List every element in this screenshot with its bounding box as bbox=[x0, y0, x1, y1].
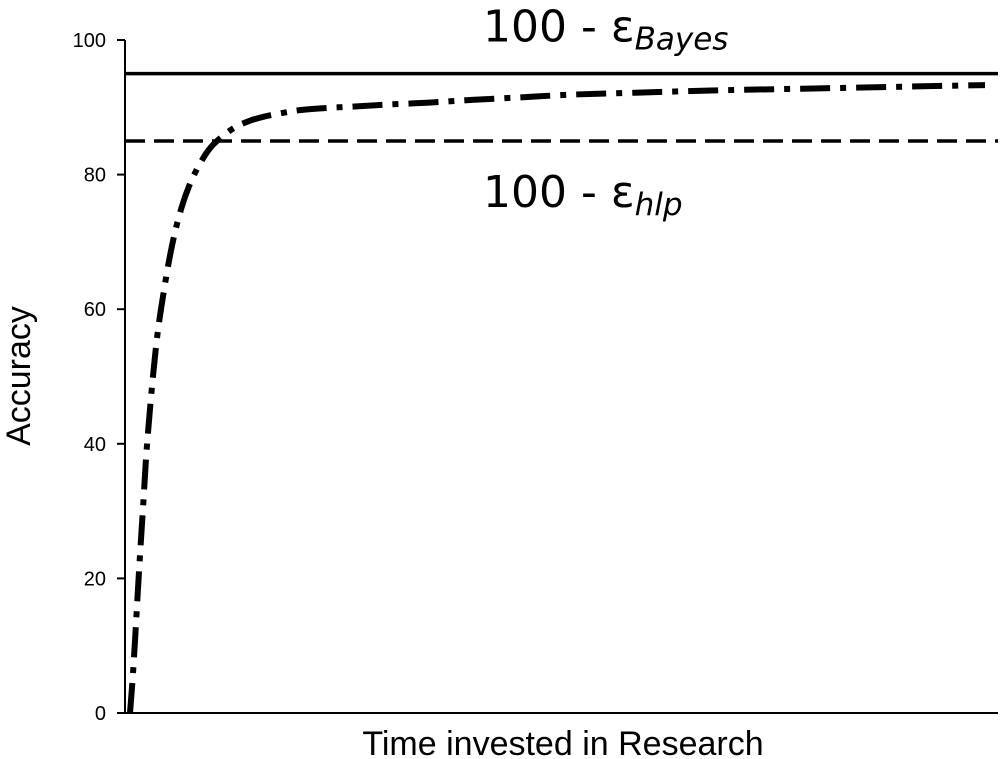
y-tick-label: 0 bbox=[95, 703, 106, 725]
reference-label-bayes: 100 - εBayes bbox=[483, 2, 728, 58]
reference-label-text: 100 - ε bbox=[483, 2, 635, 53]
accuracy-curve bbox=[127, 82, 986, 714]
reference-label-text: 100 - ε bbox=[483, 167, 635, 218]
y-ticks: 0 20 40 60 80 100 bbox=[73, 30, 125, 725]
series bbox=[127, 82, 986, 714]
y-axis-title: Accuracy bbox=[0, 306, 38, 446]
reference-label-subscript: Bayes bbox=[635, 22, 729, 58]
y-tick-label: 80 bbox=[84, 165, 106, 187]
reference-label-hlp: 100 - εhlp bbox=[483, 167, 683, 223]
y-tick-label: 60 bbox=[84, 299, 106, 321]
y-tick-label: 40 bbox=[84, 434, 106, 456]
y-tick-label: 100 bbox=[73, 30, 106, 52]
y-tick-label: 20 bbox=[84, 568, 106, 590]
reference-label-subscript: hlp bbox=[635, 187, 683, 223]
axes bbox=[124, 40, 998, 714]
x-axis-title: Time invested in Research bbox=[362, 725, 763, 759]
